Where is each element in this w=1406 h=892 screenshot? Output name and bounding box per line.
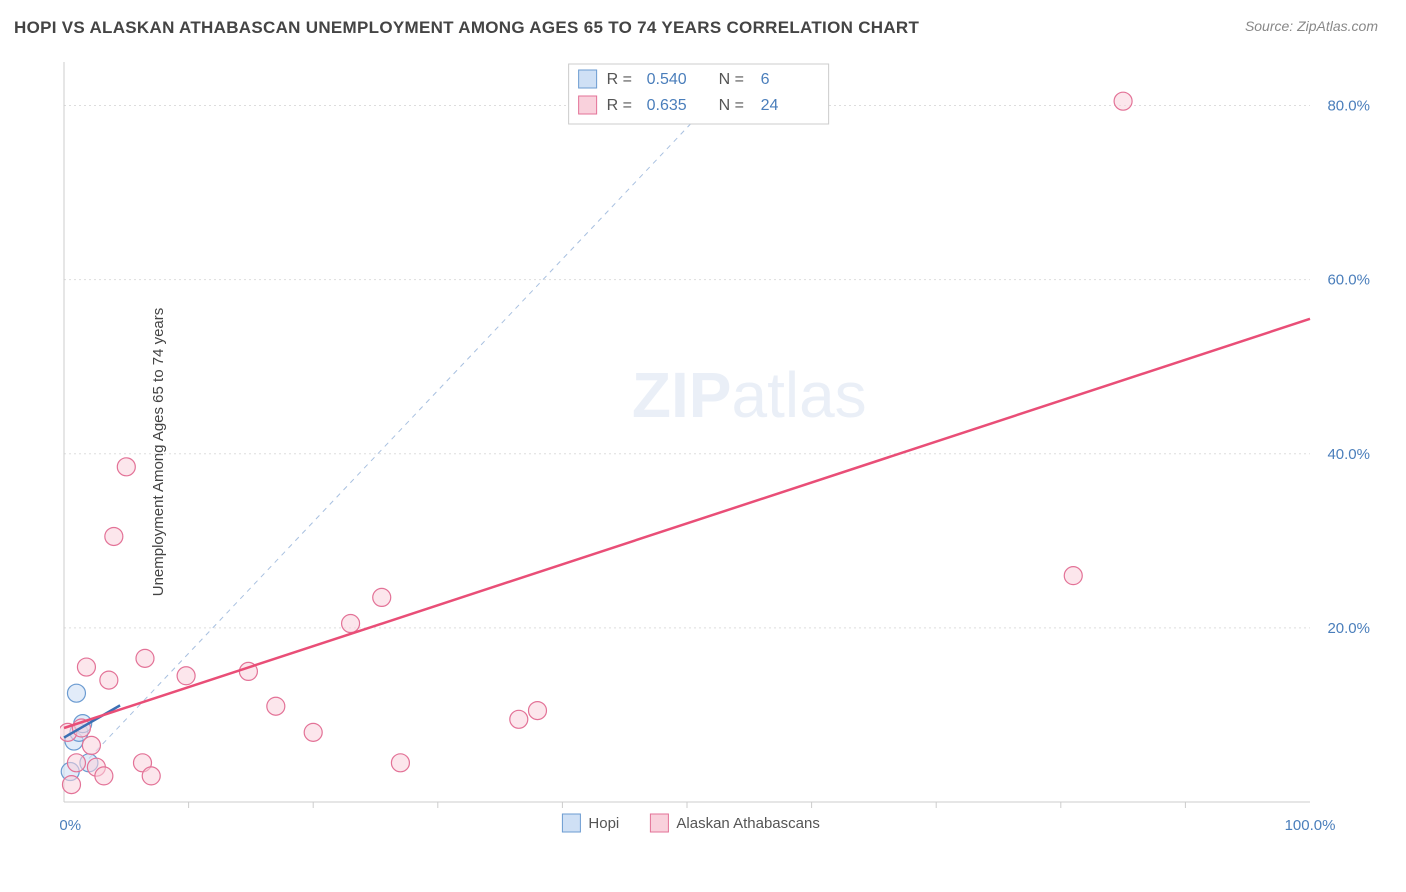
- data-point: [100, 671, 118, 689]
- data-point: [82, 736, 100, 754]
- trend-line: [64, 705, 120, 737]
- stats-n-value: 6: [761, 71, 770, 88]
- data-point: [105, 527, 123, 545]
- data-point: [342, 615, 360, 633]
- stats-n-label: N =: [719, 97, 744, 114]
- stats-swatch: [579, 96, 597, 114]
- chart-title: HOPI VS ALASKAN ATHABASCAN UNEMPLOYMENT …: [14, 18, 919, 38]
- y-tick-label: 40.0%: [1327, 446, 1370, 463]
- source-text: Source: ZipAtlas.com: [1245, 18, 1378, 34]
- data-point: [304, 723, 322, 741]
- data-point: [528, 702, 546, 720]
- data-point: [1064, 567, 1082, 585]
- stats-n-label: N =: [719, 71, 744, 88]
- data-point: [510, 710, 528, 728]
- legend-swatch: [650, 814, 668, 832]
- stats-r-label: R =: [607, 71, 632, 88]
- data-point: [267, 697, 285, 715]
- data-point: [95, 767, 113, 785]
- data-point: [177, 667, 195, 685]
- y-tick-label: 80.0%: [1327, 98, 1370, 115]
- y-tick-label: 20.0%: [1327, 620, 1370, 637]
- stats-swatch: [579, 70, 597, 88]
- stats-n-value: 24: [761, 97, 779, 114]
- data-point: [142, 767, 160, 785]
- data-point: [77, 658, 95, 676]
- data-point: [373, 588, 391, 606]
- legend-label: Alaskan Athabascans: [676, 815, 819, 832]
- x-tick-label: 100.0%: [1285, 817, 1336, 834]
- stats-r-label: R =: [607, 97, 632, 114]
- data-point: [117, 458, 135, 476]
- legend-swatch: [562, 814, 580, 832]
- data-point: [67, 754, 85, 772]
- stats-r-value: 0.635: [647, 97, 687, 114]
- stats-r-value: 0.540: [647, 71, 687, 88]
- watermark: ZIPatlas: [632, 359, 867, 431]
- legend-label: Hopi: [588, 815, 619, 832]
- chart-svg: 20.0% 40.0% 60.0% 80.0% ZIPatlas 0.0% 100.0% R …: [60, 52, 1380, 852]
- chart-container: Unemployment Among Ages 65 to 74 years 2…: [50, 52, 1390, 852]
- data-point: [1114, 92, 1132, 110]
- data-point: [136, 649, 154, 667]
- data-point: [391, 754, 409, 772]
- x-tick-label: 0.0%: [60, 817, 81, 834]
- plot-area: 20.0%40.0%60.0%80.0%ZIPatlas0.0%100.0%R …: [60, 52, 1380, 822]
- data-point: [67, 684, 85, 702]
- y-tick-label: 60.0%: [1327, 272, 1370, 289]
- data-point: [62, 776, 80, 794]
- chart-header: HOPI VS ALASKAN ATHABASCAN UNEMPLOYMENT …: [0, 0, 1406, 46]
